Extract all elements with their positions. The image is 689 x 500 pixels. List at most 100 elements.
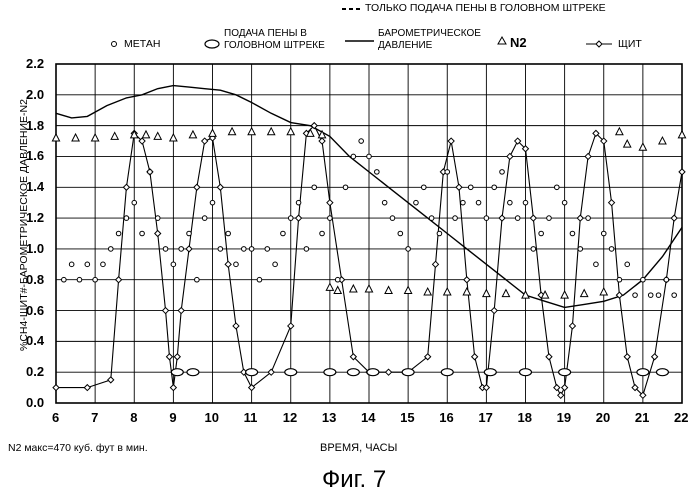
methane-point: [437, 231, 442, 236]
methane-point: [601, 231, 606, 236]
shield-point: [155, 231, 161, 237]
methane-point: [249, 247, 254, 252]
methane-point: [429, 216, 434, 221]
methane-point: [531, 247, 536, 252]
methane-point: [163, 247, 168, 252]
legend-shield-label: ЩИТ: [618, 38, 642, 50]
methane-point: [562, 200, 567, 205]
shield-point: [679, 169, 685, 175]
methane-point: [359, 139, 364, 144]
shield-point: [652, 354, 658, 360]
shield-point: [671, 215, 677, 221]
shield-point: [554, 385, 560, 391]
shield-point: [116, 277, 122, 283]
legend-shield-mark: [596, 41, 602, 47]
y-tick-label: 0.8: [26, 272, 44, 287]
methane-point: [116, 231, 121, 236]
shield-point: [186, 246, 192, 252]
shield-point: [170, 385, 176, 391]
shield-point: [472, 354, 478, 360]
methane-point: [296, 200, 301, 205]
foam-point: [559, 369, 571, 376]
n2-point: [405, 287, 412, 294]
n2-point: [92, 134, 99, 141]
n2-point: [350, 285, 357, 292]
legend-baro-label: БАРОМЕТРИЧЕСКОЕ ДАВЛЕНИЕ: [378, 28, 498, 52]
shield-point: [624, 354, 630, 360]
methane-point: [148, 170, 153, 175]
shield-point: [491, 308, 497, 314]
n2-point: [365, 285, 372, 292]
foam-point: [324, 369, 336, 376]
shield-point: [448, 138, 454, 144]
methane-point: [93, 277, 98, 282]
methane-point: [367, 154, 372, 159]
methane-point: [343, 185, 348, 190]
foam-point: [520, 369, 532, 376]
y-tick-label: 1.6: [26, 148, 44, 163]
x-tick-label: 13: [322, 410, 336, 425]
shield-point: [296, 215, 302, 221]
n2-point: [483, 290, 490, 297]
x-tick-label: 22: [674, 410, 688, 425]
x-tick-label: 20: [596, 410, 610, 425]
methane-point: [375, 170, 380, 175]
n2-point: [209, 129, 216, 136]
shield-point: [233, 323, 239, 329]
x-tick-label: 10: [205, 410, 219, 425]
y-tick-label: 0.2: [26, 364, 44, 379]
shield-point: [569, 323, 575, 329]
methane-point: [351, 154, 356, 159]
x-tick-label: 11: [244, 410, 258, 425]
methane-point: [179, 247, 184, 252]
methane-point: [539, 231, 544, 236]
y-tick-label: 1.8: [26, 118, 44, 133]
n2-point: [228, 128, 235, 135]
methane-point: [414, 200, 419, 205]
x-tick-label: 12: [283, 410, 297, 425]
methane-point: [570, 231, 575, 236]
methane-point: [555, 185, 560, 190]
shield-point: [562, 385, 568, 391]
foam-point: [656, 369, 668, 376]
y-tick-label: 1.4: [26, 179, 44, 194]
shield-point: [166, 354, 172, 360]
methane-point: [108, 247, 113, 252]
shield-point: [178, 308, 184, 314]
n2-point: [600, 288, 607, 295]
foam-point: [367, 369, 379, 376]
methane-point: [633, 293, 638, 298]
methane-point: [406, 247, 411, 252]
shield-point: [123, 184, 129, 190]
methane-point: [398, 231, 403, 236]
shield-point: [585, 153, 591, 159]
methane-point: [226, 231, 231, 236]
methane-point: [461, 200, 466, 205]
n2-max-note: N2 макс=470 куб. фут в мин.: [8, 442, 148, 454]
methane-point: [234, 262, 239, 267]
y-tick-label: 0.4: [26, 333, 44, 348]
n2-point: [581, 290, 588, 297]
shield-point: [546, 354, 552, 360]
foam-point: [402, 369, 414, 376]
methane-point: [155, 216, 160, 221]
methane-point: [288, 216, 293, 221]
methane-point: [320, 231, 325, 236]
shield-point: [499, 215, 505, 221]
shield-point: [507, 153, 513, 159]
legend-n2-mark: [498, 37, 506, 44]
legend-foam-label: ПОДАЧА ПЕНЫ В ГОЛОВНОМ ШТРЕКЕ: [224, 28, 332, 52]
methane-point: [656, 293, 661, 298]
methane-point: [453, 216, 458, 221]
shield-point: [225, 261, 231, 267]
x-tick-label: 16: [439, 410, 453, 425]
x-tick-label: 19: [557, 410, 571, 425]
y-tick-label: 0.0: [26, 395, 44, 410]
legend-foam-only: ТОЛЬКО ПОДАЧА ПЕНЫ В ГОЛОВНОМ ШТРЕКЕ: [341, 2, 606, 14]
shield-point: [217, 184, 223, 190]
y-tick-label: 2.2: [26, 56, 44, 71]
shield-point: [288, 323, 294, 329]
y-tick-label: 0.6: [26, 303, 44, 318]
n2-point: [170, 134, 177, 141]
